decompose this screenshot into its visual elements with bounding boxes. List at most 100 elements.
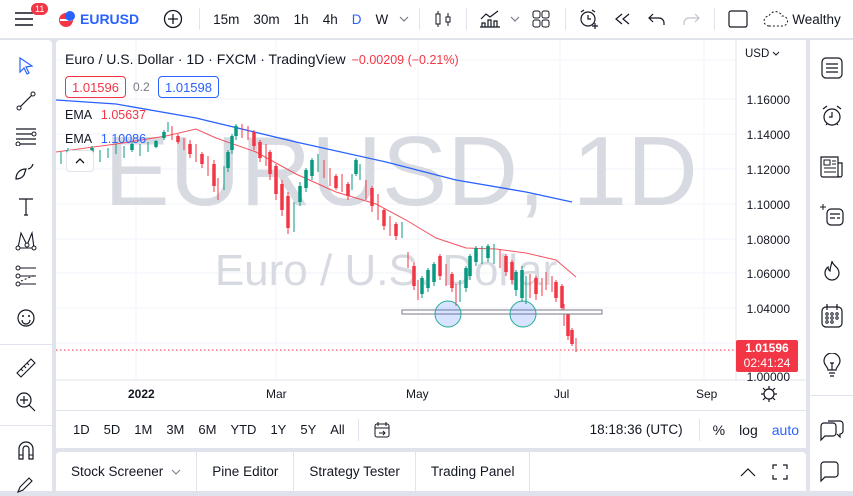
stay-in-drawing-mode-tool[interactable] — [14, 472, 38, 496]
news-button[interactable] — [818, 153, 846, 181]
collapse-legend-button[interactable] — [66, 150, 94, 172]
brush-tool[interactable] — [14, 159, 38, 183]
divider — [714, 8, 716, 30]
data-window-button[interactable] — [818, 200, 846, 228]
create-alert-button[interactable] — [572, 0, 606, 38]
buy-button[interactable]: 1.01598 — [158, 76, 219, 98]
undo-button[interactable] — [640, 0, 674, 38]
zoom-in-tool[interactable] — [14, 390, 38, 414]
icons-tool[interactable] — [14, 306, 38, 330]
newspaper-icon — [820, 156, 843, 178]
bar-countdown: 02:41:24 — [743, 356, 791, 370]
auto-scale-toggle[interactable]: auto — [771, 421, 799, 438]
redo-button[interactable] — [674, 0, 708, 38]
ema-fast-legend[interactable]: EMA 1.05637 — [65, 108, 146, 122]
interval-4h[interactable]: 4h — [322, 11, 338, 27]
price-change: −0.00209 (−0.21%) — [351, 53, 459, 67]
interval-15m[interactable]: 15m — [213, 11, 240, 27]
compare-symbol-button[interactable] — [153, 0, 193, 38]
chart-canvas[interactable]: EURUSD, 1D Euro / U.S. Dollar — [56, 40, 806, 410]
indicators-dropdown[interactable] — [507, 0, 523, 38]
top-toolbar: 11 EURUSD 15m 30m 1h 4h D W — [0, 0, 853, 38]
hotlists-button[interactable] — [818, 256, 846, 284]
divider — [698, 418, 700, 441]
clock-time[interactable]: 18:18:36 (UTC) — [589, 422, 683, 437]
chevron-up-icon — [740, 467, 756, 476]
smiley-icon — [17, 309, 35, 327]
range-6m[interactable]: 6M — [198, 422, 217, 437]
interval-1d[interactable]: D — [351, 11, 362, 27]
forecasting-tool[interactable] — [14, 264, 38, 288]
ema-slow-label: EMA — [65, 132, 92, 146]
hamburger-icon — [15, 12, 33, 26]
range-1d[interactable]: 1D — [73, 422, 90, 437]
grid-layout-icon — [532, 10, 550, 28]
chart-settings-button[interactable] — [760, 385, 778, 403]
range-all[interactable]: All — [330, 422, 345, 437]
ema-fast-label: EMA — [65, 108, 92, 122]
text-tool[interactable] — [14, 194, 38, 218]
range-1y[interactable]: 1Y — [270, 422, 287, 437]
magnet-icon — [18, 441, 34, 460]
trend-line-tool[interactable] — [14, 89, 38, 113]
tab-stock-screener[interactable]: Stock Screener — [56, 452, 198, 491]
chat-bubbles-icon — [820, 420, 844, 442]
range-3m[interactable]: 3M — [166, 422, 185, 437]
interval-dropdown[interactable] — [395, 0, 413, 38]
maximize-panel-button[interactable] — [766, 463, 806, 480]
range-1m[interactable]: 1M — [134, 422, 153, 437]
log-scale-toggle[interactable]: log — [739, 421, 758, 438]
bottom-panel: Stock Screener Pine Editor Strategy Test… — [56, 452, 806, 491]
percent-scale-toggle[interactable]: % — [712, 421, 726, 438]
tab-strategy-tester[interactable]: Strategy Tester — [294, 452, 416, 491]
range-ytd[interactable]: YTD — [230, 422, 257, 437]
interval-1w[interactable]: W — [375, 11, 389, 27]
sell-button[interactable]: 1.01596 — [65, 76, 126, 98]
alarm-clock-icon — [822, 105, 842, 126]
cloud-icon — [763, 11, 789, 27]
tab-label: Stock Screener — [71, 464, 164, 479]
magnet-tool[interactable] — [14, 438, 38, 462]
calendar-button[interactable] — [818, 302, 846, 330]
divider — [0, 344, 52, 345]
brush-icon — [15, 163, 34, 180]
fullscreen-button[interactable] — [721, 0, 755, 38]
symbol-search-button[interactable]: EURUSD — [48, 0, 145, 38]
tab-pine-editor[interactable]: Pine Editor — [197, 452, 295, 491]
chart-type-button[interactable] — [426, 0, 460, 38]
alerts-button[interactable] — [818, 102, 846, 130]
interval-30m[interactable]: 30m — [253, 11, 280, 27]
price-label: 1.04000 — [746, 302, 790, 316]
ema-slow-value: 1.10086 — [100, 132, 147, 146]
cursor-arrow-icon — [19, 56, 34, 75]
flame-icon — [824, 260, 840, 281]
range-5y[interactable]: 5Y — [300, 422, 317, 437]
last-price-value: 1.01596 — [745, 341, 789, 355]
menu-button[interactable]: 11 — [0, 0, 49, 38]
ideas-button[interactable] — [818, 352, 846, 380]
currency-selector[interactable]: USD — [745, 48, 780, 60]
measure-tool[interactable] — [14, 356, 38, 380]
private-chats-button[interactable] — [818, 458, 846, 486]
indicators-button[interactable] — [473, 0, 507, 38]
fib-retracement-tool[interactable] — [14, 124, 38, 148]
cursor-tool[interactable] — [14, 54, 38, 78]
layout-save-button[interactable]: Wealthy — [755, 0, 841, 38]
templates-button[interactable] — [523, 0, 559, 38]
zoom-in-icon — [16, 392, 36, 412]
layout-name: Wealthy — [792, 11, 841, 27]
series-legend[interactable]: Euro / U.S. Dollar · 1D · FXCM · Trading… — [65, 51, 459, 67]
watchlist-button[interactable] — [818, 54, 846, 82]
go-to-date-button[interactable] — [365, 421, 399, 439]
expand-panel-button[interactable] — [730, 467, 766, 477]
pattern-tool[interactable] — [14, 229, 38, 253]
bar-replay-button[interactable] — [606, 0, 640, 38]
trend-line-icon — [16, 91, 36, 111]
tab-trading-panel[interactable]: Trading Panel — [416, 452, 531, 491]
range-5d[interactable]: 5D — [103, 422, 121, 437]
time-label: Jul — [554, 387, 570, 401]
chats-button[interactable] — [818, 416, 846, 444]
chart-pane[interactable]: EURUSD, 1D Euro / U.S. Dollar — [56, 40, 806, 410]
ema-slow-legend[interactable]: EMA 1.10086 — [65, 132, 146, 146]
interval-1h[interactable]: 1h — [293, 11, 309, 27]
